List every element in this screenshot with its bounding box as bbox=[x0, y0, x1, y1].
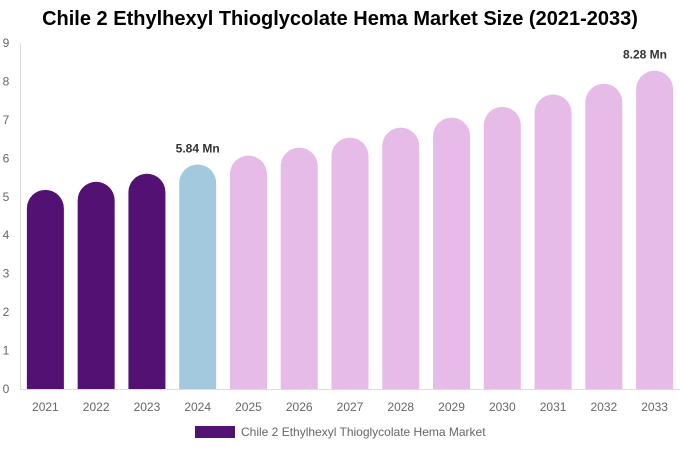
bar-2024 bbox=[179, 164, 217, 389]
bar-2033 bbox=[636, 70, 674, 390]
legend[interactable]: Chile 2 Ethylhexyl Thioglycolate Hema Ma… bbox=[195, 425, 486, 439]
x-tick-label: 2023 bbox=[134, 400, 161, 414]
x-tick-label: 2026 bbox=[286, 400, 313, 414]
bar-2023 bbox=[128, 173, 166, 389]
y-tick-label: 4 bbox=[3, 228, 10, 242]
x-tick-label: 2024 bbox=[184, 400, 211, 414]
y-tick-label: 8 bbox=[3, 74, 10, 88]
bar-2030 bbox=[483, 106, 521, 390]
y-tick-label: 6 bbox=[3, 151, 10, 165]
bar-2031 bbox=[534, 94, 572, 389]
x-tick-label: 2025 bbox=[235, 400, 262, 414]
bar-2021 bbox=[26, 189, 64, 389]
x-tick-label: 2033 bbox=[641, 400, 668, 414]
x-tick-label: 2032 bbox=[590, 400, 617, 414]
data-label: 5.84 Mn bbox=[176, 141, 220, 155]
bar-2025 bbox=[229, 155, 267, 389]
data-label: 8.28 Mn bbox=[623, 48, 667, 62]
bar-2022 bbox=[77, 181, 115, 389]
y-tick-label: 7 bbox=[3, 113, 10, 127]
legend-swatch bbox=[195, 426, 235, 438]
x-tick-label: 2027 bbox=[337, 400, 364, 414]
bar-2027 bbox=[331, 137, 369, 389]
y-tick-label: 9 bbox=[3, 36, 10, 50]
y-tick-label: 5 bbox=[3, 190, 10, 204]
x-tick-label: 2021 bbox=[32, 400, 59, 414]
x-tick-label: 2022 bbox=[83, 400, 110, 414]
x-tick-label: 2030 bbox=[489, 400, 516, 414]
bar-2029 bbox=[433, 117, 471, 390]
y-tick-label: 0 bbox=[3, 382, 10, 396]
y-tick-label: 2 bbox=[3, 305, 10, 319]
x-tick-label: 2028 bbox=[387, 400, 414, 414]
bar-2028 bbox=[382, 127, 420, 389]
bar-2032 bbox=[585, 83, 623, 390]
bar-2026 bbox=[280, 147, 318, 389]
x-tick-label: 2031 bbox=[540, 400, 567, 414]
y-tick-label: 3 bbox=[3, 267, 10, 281]
chart-title: Chile 2 Ethylhexyl Thioglycolate Hema Ma… bbox=[42, 8, 638, 30]
y-tick-label: 1 bbox=[3, 344, 10, 358]
x-tick-label: 2029 bbox=[438, 400, 465, 414]
legend-label: Chile 2 Ethylhexyl Thioglycolate Hema Ma… bbox=[241, 425, 486, 439]
